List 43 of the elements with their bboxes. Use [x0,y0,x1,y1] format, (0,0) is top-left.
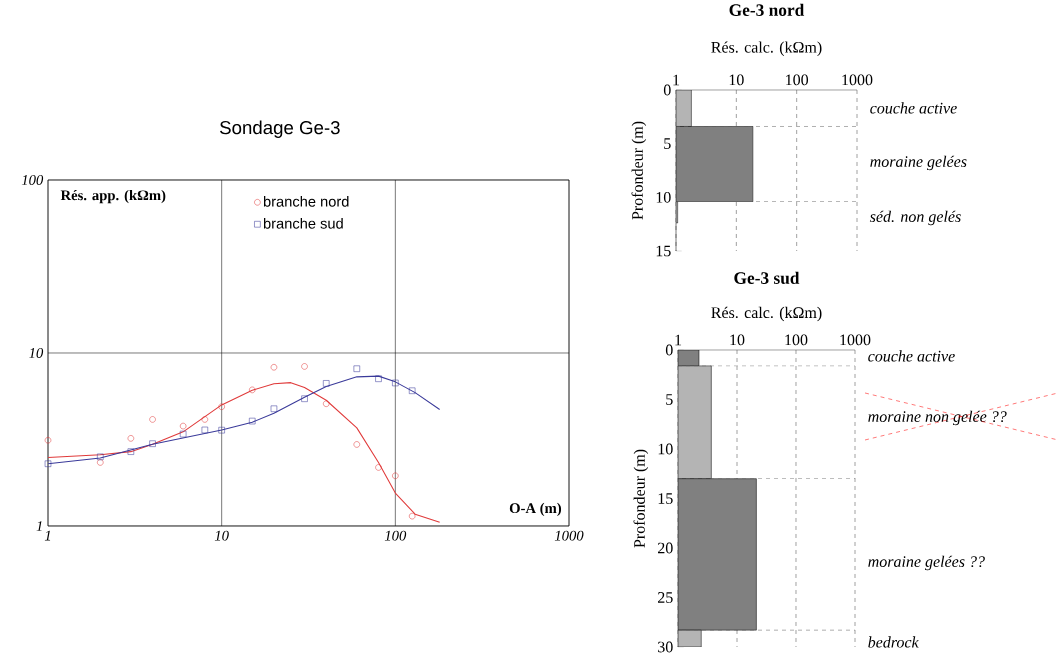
text: séd. non gelés [869,210,961,226]
x-tick-label: 10 [730,334,745,346]
text: moraine gelées ?? [868,555,985,571]
y-tick-label: 100 [21,175,44,185]
x-axis-title: Rés. calc. (kΩm) [711,306,822,322]
y-tick-label: 30 [658,641,673,653]
text: moraine gelées [870,155,967,171]
x-axis-title: Rés. calc. (kΩm) [711,41,822,56]
x-tick-label: 1000 [842,74,873,86]
y-tick-label: 15 [656,245,671,257]
x-tick-label: 1 [675,334,682,346]
text: moraine non gelée ?? [868,410,1007,426]
y-tick-label: 15 [658,493,673,504]
x-tick-label: 1 [44,530,51,541]
y-tick-label: 25 [658,592,673,603]
x-tick-label: 10 [214,530,229,541]
x-tick-label: 100 [384,530,407,541]
y-tick-label: 10 [656,191,671,203]
text: bedrock [868,636,919,648]
y-tick-label: 5 [664,138,671,149]
y-tick-label: 0 [665,344,673,356]
y-axis-title: Profondeur (m) [633,449,649,548]
legend-label: branche nord [263,195,349,207]
x-axis-title: O-A (m) [509,502,562,517]
y-tick-label: 10 [658,443,673,455]
chart-title: Ge-3 nord [729,3,805,16]
text: couche active [868,350,955,362]
legend-label: branche sud [263,217,343,229]
chart-title: Ge-3 sud [734,271,800,284]
y-tick-label: 5 [666,394,673,405]
x-tick-label: 10 [729,74,744,86]
x-tick-label: 100 [785,334,808,346]
y-tick-label: 20 [658,542,673,554]
y-axis-title: Profondeur (m) [631,121,647,220]
x-tick-label: 1000 [554,530,584,541]
x-tick-label: 100 [786,74,809,86]
x-tick-label: 1000 [840,334,871,346]
y-tick-label: 10 [29,348,44,358]
text: couche active [870,102,957,114]
y-axis-title: Rés. app. (kΩm) [60,189,166,204]
y-tick-label: 1 [36,521,42,531]
y-tick-label: 0 [663,84,671,96]
chart-title: Sondage Ge-3 [220,120,340,138]
